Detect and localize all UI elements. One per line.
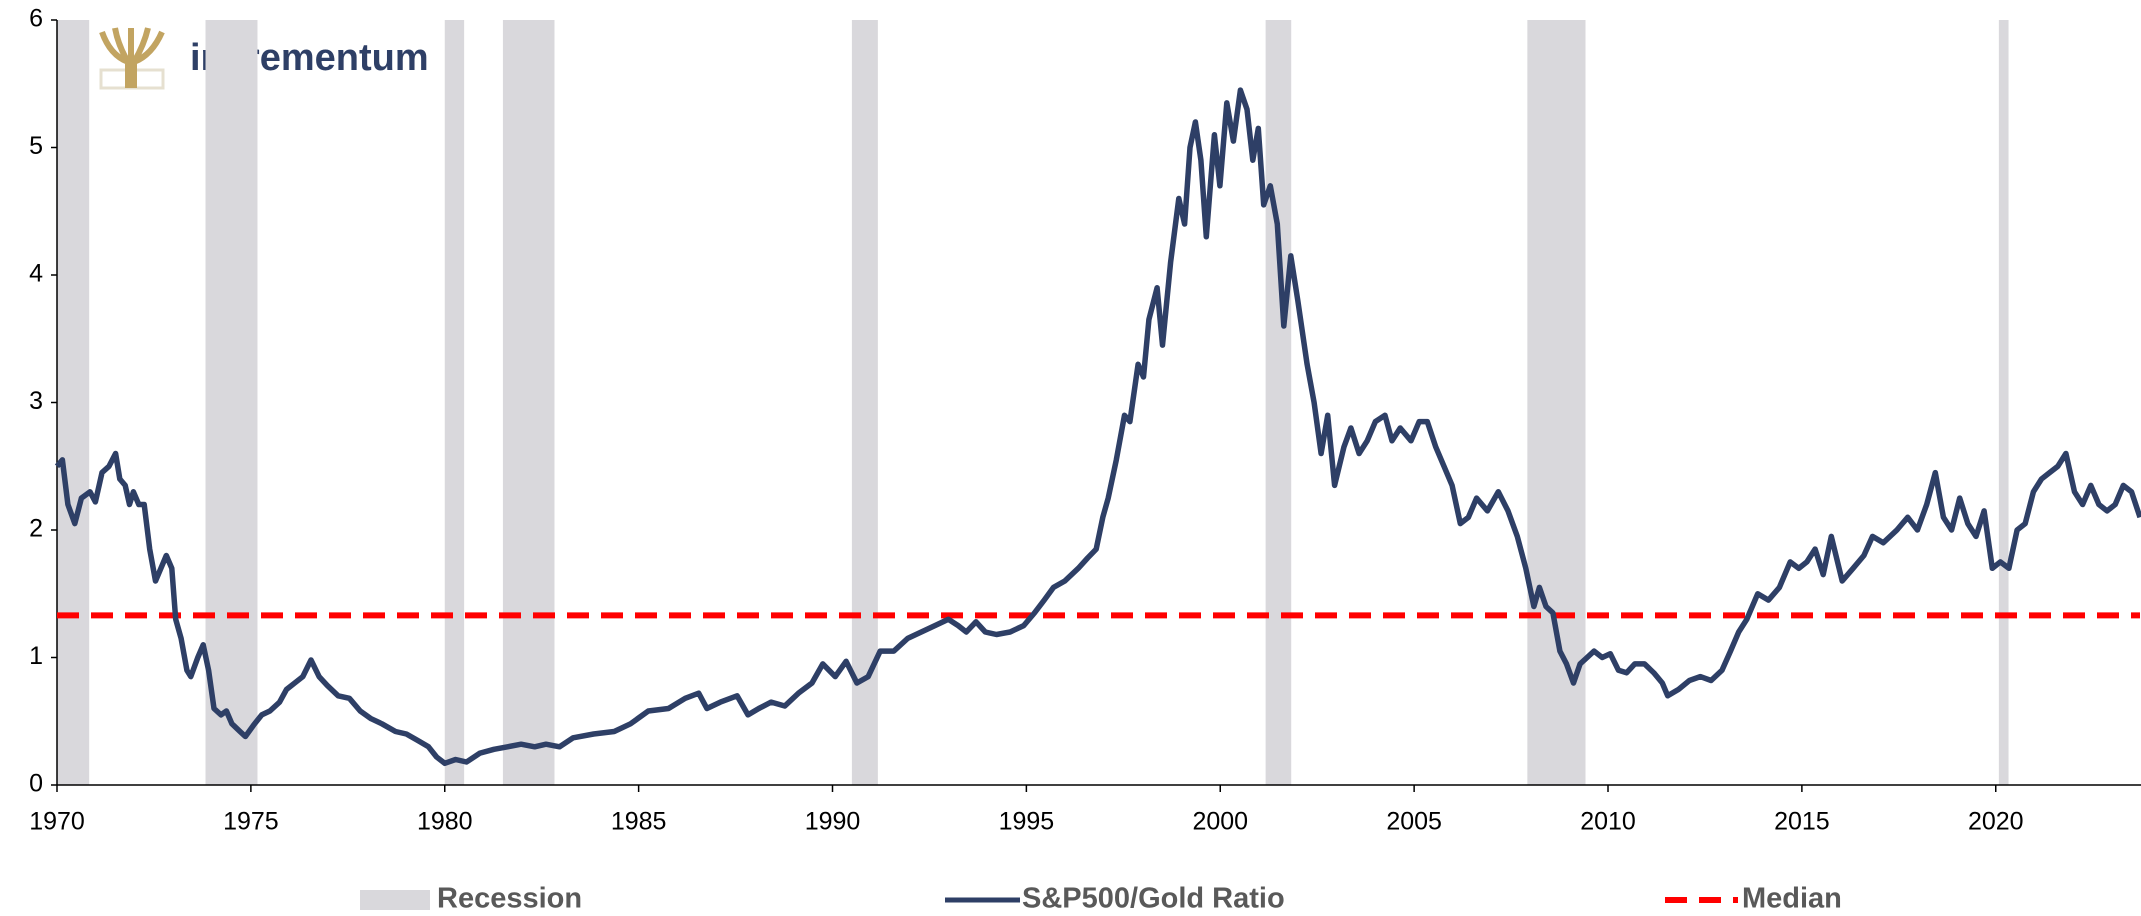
recession-band (502, 20, 555, 785)
x-tick-label: 2000 (1192, 808, 1248, 836)
recession-band (851, 20, 878, 785)
x-tick-label: 2010 (1580, 808, 1636, 836)
legend-label: S&P500/Gold Ratio (1022, 883, 1285, 915)
y-tick-label: 0 (29, 770, 43, 798)
legend-label: Median (1742, 883, 1842, 915)
x-tick-label: 1990 (805, 808, 861, 836)
recession-band (1998, 20, 2009, 785)
x-tick-label: 1970 (29, 808, 85, 836)
ratio-line (54, 87, 2141, 767)
y-tick-label: 4 (29, 260, 43, 288)
recession-band (1265, 20, 1292, 785)
y-tick-label: 1 (29, 642, 43, 670)
x-tick-label: 1985 (611, 808, 667, 836)
y-tick-label: 2 (29, 515, 43, 543)
y-tick-label: 3 (29, 387, 43, 415)
y-tick-label: 5 (29, 132, 43, 160)
x-tick-label: 2020 (1968, 808, 2024, 836)
logo: incrementum (99, 27, 429, 90)
recession-band (1527, 20, 1586, 785)
x-tick-label: 1995 (999, 808, 1055, 836)
x-tick-label: 2015 (1774, 808, 1830, 836)
x-tick-label: 1980 (417, 808, 473, 836)
legend-swatch-recession (360, 890, 430, 910)
x-tick-label: 1975 (223, 808, 279, 836)
legend-label: Recession (437, 883, 582, 915)
y-tick-label: 6 (29, 5, 43, 33)
logo-tree (99, 27, 165, 88)
x-tick-label: 2005 (1386, 808, 1442, 836)
recession-band (444, 20, 465, 785)
recession-band (205, 20, 258, 785)
recession-band (57, 20, 90, 785)
